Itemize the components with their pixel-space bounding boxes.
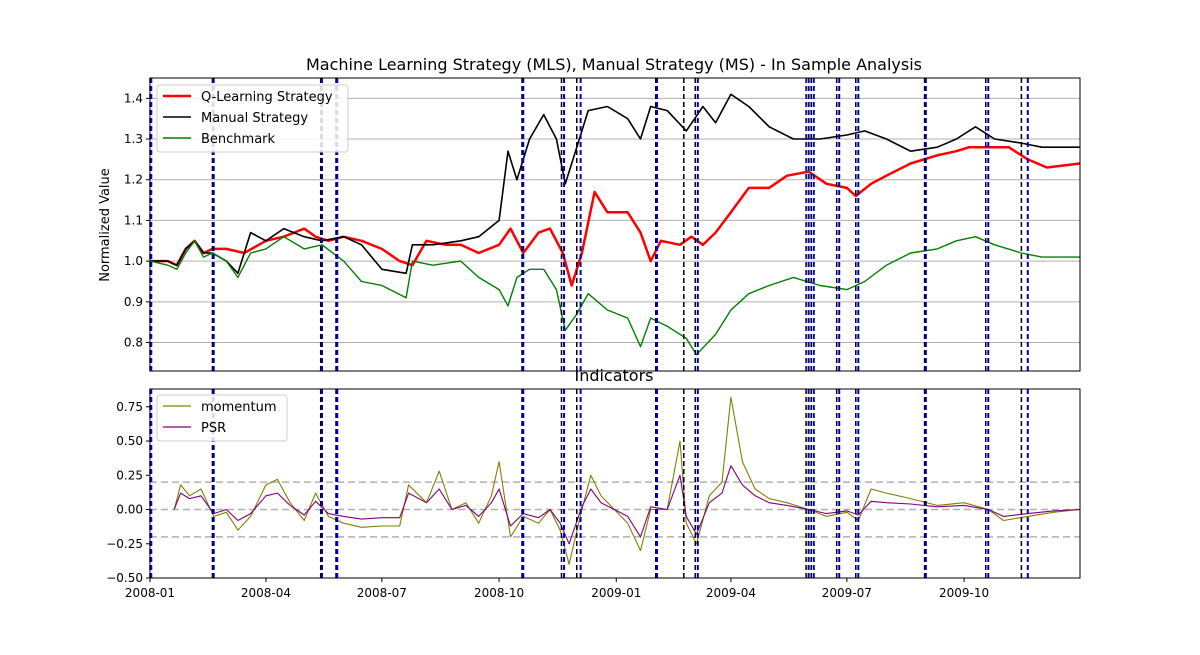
momentum-line: [173, 396, 1081, 565]
indicators-title: Indicators: [574, 366, 653, 385]
x-tick-label: 2008-10: [474, 586, 524, 600]
x-tick-label: 2009-04: [706, 586, 756, 600]
y-tick-label: 1.2: [124, 173, 143, 187]
y-ticks: 0.8 0.9 1.0 1.1 1.2 1.3 1.4: [124, 91, 150, 350]
series-group: [149, 93, 1081, 356]
y-ticks: −0.50 −0.25 0.00 0.25 0.50 0.75: [106, 400, 150, 585]
legend: Q-Learning Strategy Manual Strategy Benchm…: [156, 84, 349, 153]
y-tick-label: −0.50: [106, 571, 143, 585]
bottom-panel: Indicators −0.50 −0.25 0.00 0.25 0.50 0.75 20…: [106, 366, 1081, 600]
x-tick-label: 2008-04: [241, 586, 291, 600]
y-tick-label: 1.3: [124, 132, 143, 146]
y-tick-label: 1.1: [124, 213, 143, 227]
plot-frame: [149, 77, 1081, 372]
y-tick-label: 0.25: [116, 468, 143, 482]
manual-strategy-line: [150, 93, 1080, 275]
legend-label: Benchmark: [201, 132, 276, 147]
y-tick-label: 0.9: [124, 295, 143, 309]
x-tick-label: 2009-01: [591, 586, 641, 600]
q-learning-line: [150, 145, 1081, 287]
x-tick-label: 2008-01: [125, 586, 175, 600]
x-tick-label: 2009-10: [939, 586, 989, 600]
legend-label: Q-Learning Strategy: [201, 90, 333, 105]
x-tick-label: 2009-07: [822, 586, 872, 600]
y-tick-label: −0.25: [106, 537, 143, 551]
psr-line: [173, 465, 1081, 545]
legend-label: Manual Strategy: [201, 111, 308, 126]
y-tick-label: 0.00: [116, 503, 143, 517]
y-axis-label: Normalized Value: [98, 168, 113, 282]
top-panel: Machine Learning Strategy (MLS), Manual …: [98, 55, 1081, 372]
x-ticks: 2008-01 2008-04 2008-07 2008-10 2009-01 2009-…: [125, 578, 989, 600]
legend-box: [156, 84, 349, 153]
legend-label: PSR: [201, 421, 226, 436]
benchmark-line: [149, 236, 1080, 356]
indicator-plot-frame: [149, 388, 1081, 579]
y-tick-label: 0.75: [116, 400, 143, 414]
y-tick-label: 0.50: [116, 434, 143, 448]
y-tick-label: 1.0: [124, 254, 143, 268]
y-tick-label: 0.8: [124, 336, 143, 350]
indicator-series-group: [173, 396, 1081, 565]
indicator-legend: momentum PSR: [156, 394, 288, 442]
legend-label: momentum: [201, 400, 277, 415]
y-tick-label: 1.4: [124, 91, 143, 105]
x-tick-label: 2008-07: [357, 586, 407, 600]
chart-title: Machine Learning Strategy (MLS), Manual …: [306, 55, 922, 74]
